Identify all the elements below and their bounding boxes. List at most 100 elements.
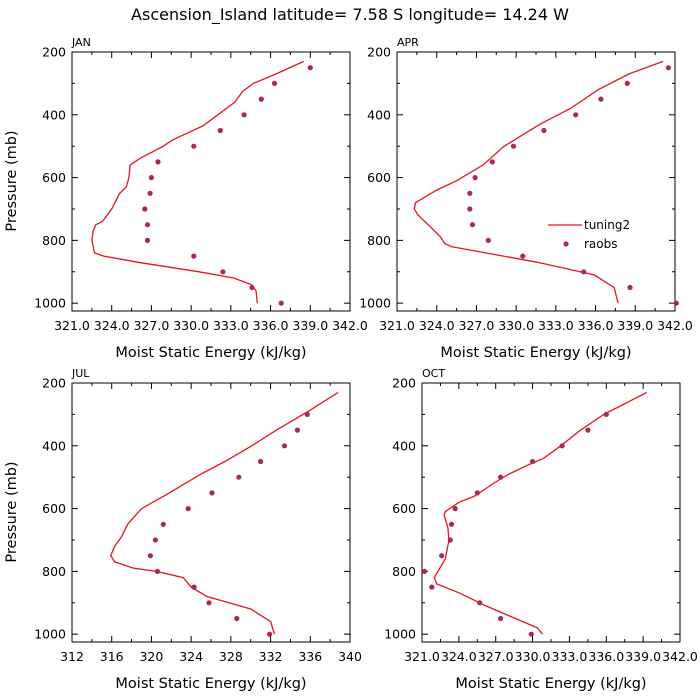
x-tick-label: 320 xyxy=(139,649,163,664)
panel-oct: OCT 200 400 600 800 1000 321.0 324.0 327.0 330.0… xyxy=(384,367,698,692)
data-point-raobs xyxy=(472,175,478,181)
data-point-raobs xyxy=(236,474,242,480)
y-tick-label: 800 xyxy=(42,564,66,579)
plot-frame xyxy=(71,51,351,312)
data-point-raobs xyxy=(206,600,212,606)
y-tick-label: 800 xyxy=(367,233,391,248)
x-tick-label: 339.0 xyxy=(292,318,328,333)
y-tick-label: 600 xyxy=(42,501,66,516)
data-point-raobs xyxy=(585,427,591,433)
y-axis-label: Pressure (mb) xyxy=(4,130,20,231)
x-tick-label: 342.0 xyxy=(662,649,698,664)
x-axis-label: Moist Static Energy (kJ/kg) xyxy=(440,345,631,361)
y-tick-label: 200 xyxy=(392,376,416,391)
series-line-tuning2 xyxy=(433,391,648,635)
data-point-raobs xyxy=(144,237,151,243)
data-point-raobs xyxy=(498,615,504,622)
x-tick-label: 324.0 xyxy=(94,318,130,333)
data-point-raobs xyxy=(469,222,476,228)
x-axis-label: Moist Static Energy (kJ/kg) xyxy=(115,676,306,692)
panel-jan: JAN 200 400 600 800 1000 321.0 324.0 327.0 330.0… xyxy=(4,36,368,361)
plot-frame xyxy=(421,382,681,643)
data-point-raobs xyxy=(467,206,473,212)
y-tick-label: 600 xyxy=(42,170,66,185)
x-tick-label: 339.0 xyxy=(625,649,661,664)
x-axis-label: Moist Static Energy (kJ/kg) xyxy=(115,345,306,361)
data-point-raobs xyxy=(528,631,534,637)
x-tick-label: 328 xyxy=(219,649,243,664)
data-point-raobs xyxy=(148,175,154,181)
x-tick-label: 312 xyxy=(60,649,84,664)
data-point-raobs xyxy=(467,190,473,196)
data-point-raobs xyxy=(147,190,153,196)
x-tick-label: 324 xyxy=(179,649,203,664)
data-point-raobs xyxy=(510,143,517,149)
data-point-raobs xyxy=(477,600,483,606)
x-tick-label: 324.0 xyxy=(441,649,477,664)
data-point-raobs xyxy=(429,584,435,590)
data-point-raobs xyxy=(191,143,197,149)
x-tick-label: 332 xyxy=(259,649,283,664)
y-tick-label: 200 xyxy=(42,376,66,391)
data-point-raobs xyxy=(234,615,240,622)
x-tick-label: 321.0 xyxy=(379,318,415,333)
data-point-raobs xyxy=(498,474,504,480)
series-line-tuning2 xyxy=(413,60,664,304)
x-tick-label: 327.0 xyxy=(478,649,514,664)
panel-title-jan: JAN xyxy=(71,36,91,49)
data-point-raobs xyxy=(530,458,536,465)
x-tick-label: 321.0 xyxy=(404,649,440,664)
legend-label-tuning2: tuning2 xyxy=(584,218,630,232)
x-tick-label: 333.0 xyxy=(213,318,249,333)
y-tick-label: 800 xyxy=(392,564,416,579)
x-tick-label: 330.0 xyxy=(173,318,209,333)
x-axis-label: Moist Static Energy (kJ/kg) xyxy=(455,676,646,692)
data-point-raobs xyxy=(258,458,264,465)
data-point-raobs xyxy=(541,127,547,134)
data-point-raobs xyxy=(627,284,633,291)
panel-title-jul: JUL xyxy=(71,367,90,380)
data-point-raobs xyxy=(191,584,197,590)
data-point-raobs xyxy=(220,269,226,275)
data-point-raobs xyxy=(258,96,264,102)
data-point-raobs xyxy=(581,269,587,275)
data-point-raobs xyxy=(185,506,191,512)
legend-label-raobs: raobs xyxy=(584,237,618,251)
y-tick-label: 400 xyxy=(392,438,416,453)
data-point-raobs xyxy=(447,537,453,543)
x-tick-label: 333.0 xyxy=(552,649,588,664)
data-point-raobs xyxy=(559,443,565,449)
legend: tuning2 raobs xyxy=(545,211,640,263)
data-point-raobs xyxy=(154,568,160,575)
data-point-raobs xyxy=(278,300,284,306)
y-tick-label: 600 xyxy=(367,170,391,185)
data-point-raobs xyxy=(598,96,604,102)
panel-jul: JUL 200 400 600 800 1000 312 316 320 324 328 332 33… xyxy=(4,367,362,692)
x-tick-label: 324.0 xyxy=(419,318,455,333)
data-point-raobs xyxy=(271,80,278,86)
data-point-raobs xyxy=(142,206,148,212)
data-point-raobs xyxy=(573,112,579,118)
x-tick-label: 336 xyxy=(298,649,322,664)
y-tick-label: 400 xyxy=(367,107,391,122)
data-point-raobs xyxy=(452,506,458,512)
x-tick-label: 336.0 xyxy=(578,318,614,333)
data-point-raobs xyxy=(439,553,445,559)
x-tick-label: 330.0 xyxy=(515,649,551,664)
x-tick-label: 327.0 xyxy=(134,318,170,333)
y-tick-label: 1000 xyxy=(359,296,391,311)
y-tick-label: 400 xyxy=(42,107,66,122)
data-point-raobs xyxy=(241,112,247,118)
data-point-raobs xyxy=(520,253,526,259)
x-tick-label: 336.0 xyxy=(253,318,289,333)
y-axis-label: Pressure (mb) xyxy=(4,461,20,562)
data-point-raobs xyxy=(160,521,166,527)
legend-dot-swatch xyxy=(563,241,569,247)
data-point-raobs xyxy=(421,568,428,575)
data-point-raobs xyxy=(191,253,197,259)
x-tick-label: 342.0 xyxy=(657,318,693,333)
x-tick-label: 327.0 xyxy=(459,318,495,333)
data-point-raobs xyxy=(267,631,273,637)
data-point-raobs xyxy=(249,284,255,291)
